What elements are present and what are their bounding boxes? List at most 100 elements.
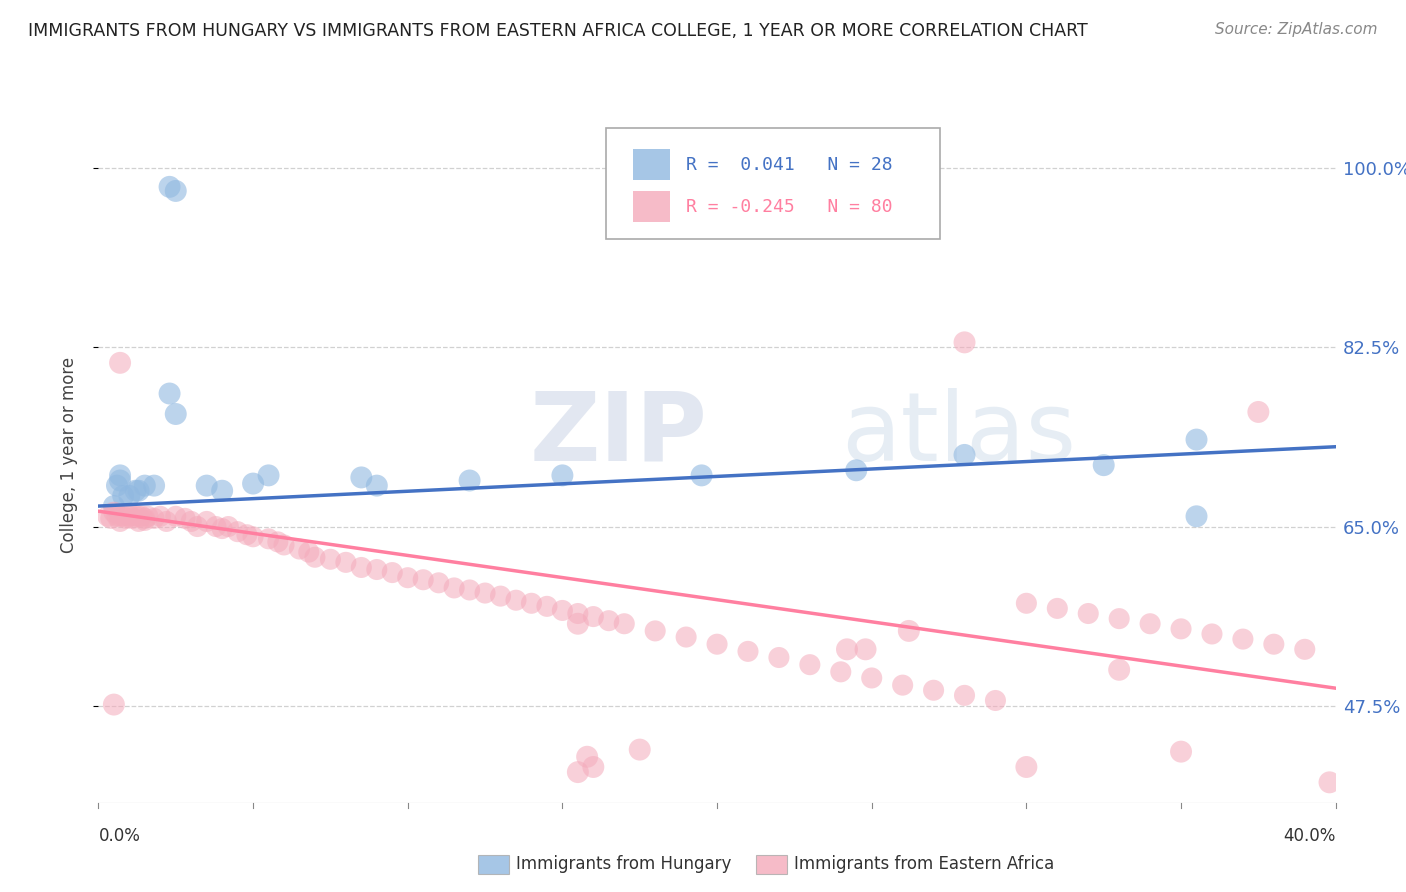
- Text: Immigrants from Eastern Africa: Immigrants from Eastern Africa: [794, 855, 1054, 873]
- Point: [159, 179, 181, 194]
- Text: 0.0%: 0.0%: [98, 827, 141, 845]
- Point: [576, 749, 599, 764]
- Text: atlas: atlas: [841, 387, 1076, 481]
- Point: [149, 509, 172, 524]
- Point: [195, 478, 218, 492]
- Point: [953, 335, 976, 350]
- Point: [226, 524, 249, 539]
- Point: [217, 519, 239, 533]
- Point: [628, 742, 651, 756]
- Point: [288, 542, 311, 557]
- Point: [799, 657, 821, 672]
- Point: [136, 509, 159, 524]
- Point: [675, 630, 697, 644]
- Point: [103, 698, 125, 712]
- Text: R = -0.245   N = 80: R = -0.245 N = 80: [686, 197, 893, 216]
- Point: [1319, 775, 1341, 789]
- Point: [236, 527, 259, 541]
- Point: [1170, 622, 1192, 636]
- Point: [1170, 745, 1192, 759]
- Point: [443, 581, 465, 595]
- Point: [134, 511, 156, 525]
- Point: [97, 509, 120, 524]
- Point: [105, 478, 128, 492]
- Point: [273, 538, 295, 552]
- Point: [366, 562, 388, 576]
- FancyBboxPatch shape: [633, 191, 671, 222]
- Point: [1015, 596, 1038, 610]
- Point: [582, 760, 605, 774]
- Point: [567, 607, 589, 621]
- Point: [118, 509, 141, 524]
- Point: [257, 532, 280, 546]
- Y-axis label: College, 1 year or more: College, 1 year or more: [59, 357, 77, 553]
- Point: [830, 665, 852, 679]
- Point: [267, 534, 290, 549]
- Point: [1263, 637, 1285, 651]
- Text: 40.0%: 40.0%: [1284, 827, 1336, 845]
- Point: [474, 586, 496, 600]
- Point: [335, 555, 357, 569]
- Point: [108, 515, 131, 529]
- Point: [427, 575, 450, 590]
- Point: [458, 582, 481, 597]
- Point: [124, 509, 146, 524]
- Point: [180, 515, 202, 529]
- Point: [984, 693, 1007, 707]
- Point: [165, 407, 187, 421]
- Point: [860, 671, 883, 685]
- Point: [835, 642, 858, 657]
- FancyBboxPatch shape: [633, 149, 671, 180]
- Point: [108, 509, 131, 524]
- Point: [737, 644, 759, 658]
- Point: [644, 624, 666, 638]
- Point: [174, 511, 197, 525]
- Point: [108, 474, 131, 488]
- Point: [143, 478, 166, 492]
- Point: [304, 550, 326, 565]
- Point: [396, 571, 419, 585]
- Point: [1139, 616, 1161, 631]
- Point: [155, 515, 177, 529]
- Point: [211, 483, 233, 498]
- Point: [257, 468, 280, 483]
- Point: [412, 573, 434, 587]
- Point: [108, 468, 131, 483]
- Point: [115, 511, 138, 525]
- Point: [520, 596, 543, 610]
- Point: [159, 386, 181, 401]
- Point: [128, 509, 150, 524]
- Point: [118, 489, 141, 503]
- Point: [536, 599, 558, 614]
- Point: [891, 678, 914, 692]
- Point: [211, 522, 233, 536]
- Point: [128, 515, 150, 529]
- Point: [165, 184, 187, 198]
- Point: [551, 603, 574, 617]
- Point: [1046, 601, 1069, 615]
- Point: [1294, 642, 1316, 657]
- Point: [897, 624, 920, 638]
- Point: [505, 593, 527, 607]
- Point: [134, 513, 156, 527]
- Text: Source: ZipAtlas.com: Source: ZipAtlas.com: [1215, 22, 1378, 37]
- Point: [350, 560, 373, 574]
- Text: IMMIGRANTS FROM HUNGARY VS IMMIGRANTS FROM EASTERN AFRICA COLLEGE, 1 YEAR OR MOR: IMMIGRANTS FROM HUNGARY VS IMMIGRANTS FR…: [28, 22, 1088, 40]
- Point: [706, 637, 728, 651]
- Point: [100, 511, 122, 525]
- FancyBboxPatch shape: [606, 128, 939, 239]
- Point: [1015, 760, 1038, 774]
- Point: [103, 505, 125, 519]
- Point: [121, 511, 143, 525]
- Point: [489, 589, 512, 603]
- Point: [165, 509, 187, 524]
- Point: [613, 616, 636, 631]
- Point: [845, 463, 868, 477]
- Point: [112, 489, 135, 503]
- Point: [319, 552, 342, 566]
- Text: R =  0.041   N = 28: R = 0.041 N = 28: [686, 156, 893, 174]
- Text: Immigrants from Hungary: Immigrants from Hungary: [516, 855, 731, 873]
- Point: [118, 508, 141, 522]
- Point: [195, 515, 218, 529]
- Point: [1108, 663, 1130, 677]
